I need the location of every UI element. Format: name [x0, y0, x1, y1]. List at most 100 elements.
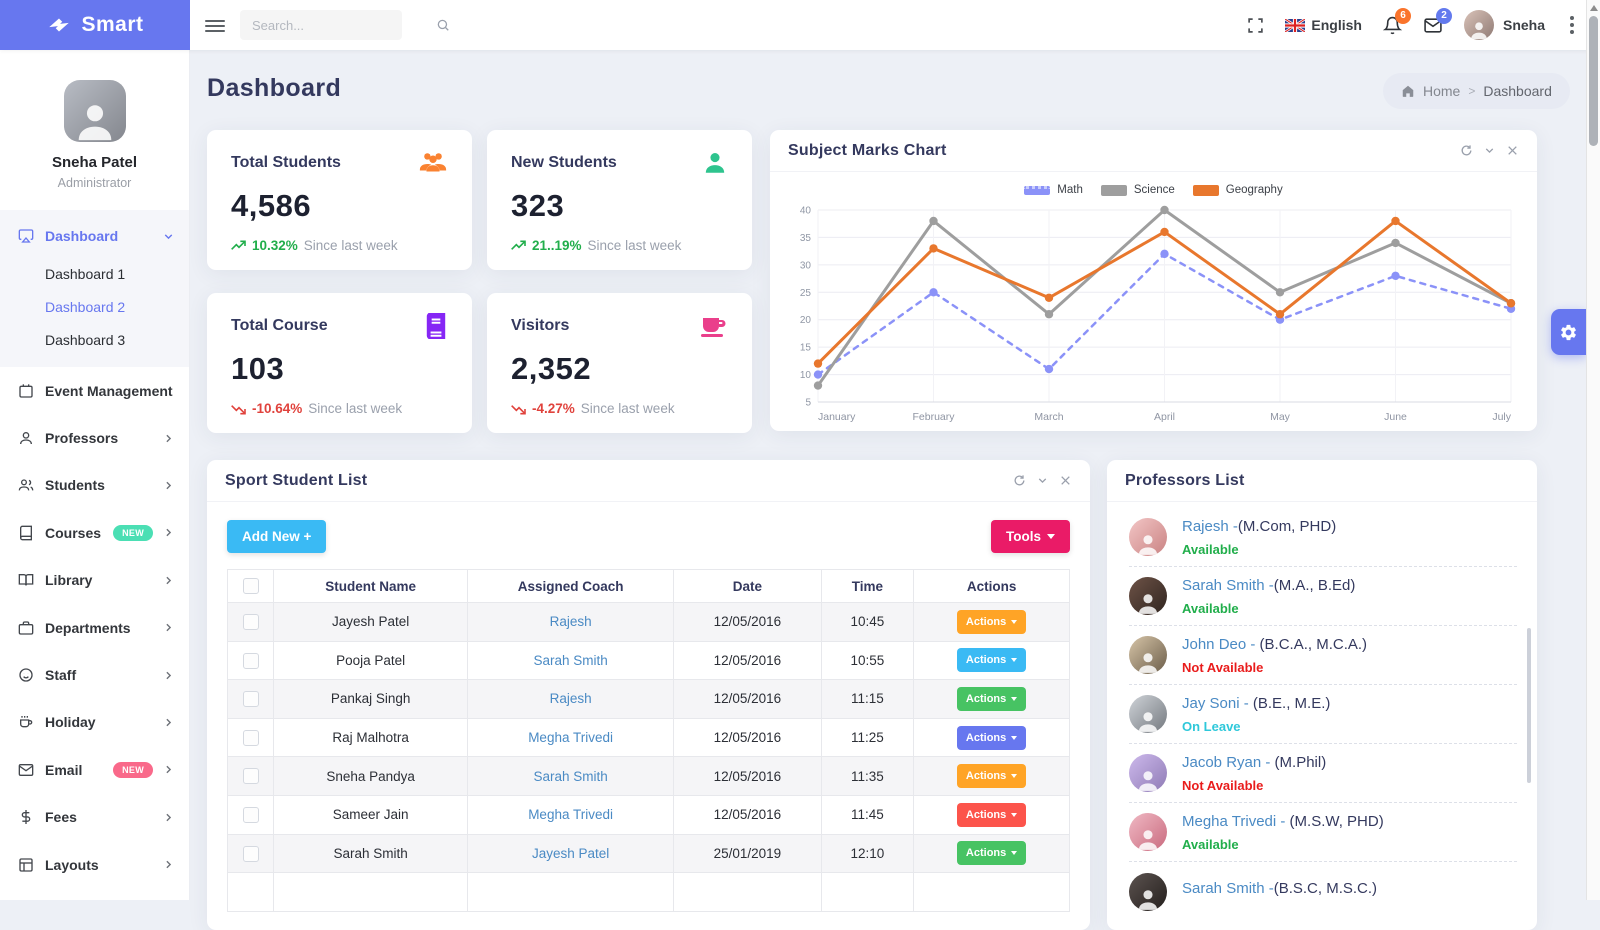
row-checkbox[interactable] [242, 768, 259, 785]
svg-text:May: May [1270, 411, 1291, 423]
sidebar-item-dashboard[interactable]: Dashboard [0, 214, 189, 258]
sidebar-item-staff[interactable]: Staff [0, 651, 189, 698]
date-cell: 25/01/2019 [673, 833, 822, 874]
breadcrumb: Home > Dashboard [1383, 73, 1570, 109]
time-cell: 11:25 [820, 717, 915, 758]
row-checkbox[interactable] [242, 806, 259, 823]
coach-link[interactable]: Sarah Smith [466, 756, 675, 796]
sidebar-item-dashboard-3[interactable]: Dashboard 3 [45, 332, 126, 348]
collapse-icon[interactable] [1483, 144, 1496, 157]
sidebar-item-library[interactable]: Library [0, 557, 189, 604]
sidebar-item-fees[interactable]: Fees [0, 794, 189, 841]
professor-name-link[interactable]: Sarah Smith - [1182, 576, 1274, 594]
actions-dropdown-button[interactable]: Actions [956, 648, 1027, 673]
professor-name-link[interactable]: Sarah Smith - [1182, 879, 1274, 897]
top-navbar: Smart English 6 2 Sneha [0, 0, 1600, 50]
coach-link[interactable]: Rajesh [466, 602, 675, 642]
professor-name-link[interactable]: Rajesh - [1182, 517, 1238, 535]
actions-dropdown-button[interactable]: Actions [956, 802, 1027, 827]
time-cell: 11:45 [820, 794, 915, 835]
sidebar-item-holiday[interactable]: Holiday [0, 699, 189, 746]
refresh-icon[interactable] [1460, 144, 1473, 157]
search-input[interactable] [240, 17, 436, 33]
sidebar-item-professors[interactable]: Professors [0, 414, 189, 461]
close-icon[interactable] [1506, 144, 1519, 157]
coach-link[interactable]: Megha Trivedi [466, 717, 675, 758]
coach-link[interactable]: Rajesh [466, 679, 675, 719]
add-new-button[interactable]: Add New + [227, 520, 327, 553]
cup-icon [698, 313, 728, 339]
breadcrumb-home-link[interactable]: Home [1423, 83, 1461, 99]
refresh-icon[interactable] [1013, 474, 1026, 487]
row-checkbox[interactable] [242, 614, 259, 631]
page-scrollbar[interactable] [1586, 0, 1600, 900]
sidebar-item-courses[interactable]: Courses NEW [0, 509, 189, 556]
column-header-date[interactable]: Date [673, 569, 822, 603]
professor-name-link[interactable]: John Deo - [1182, 635, 1260, 653]
sidebar-item-email[interactable]: Email NEW [0, 746, 189, 793]
language-selector[interactable]: English [1285, 17, 1362, 33]
close-icon[interactable] [1059, 474, 1072, 487]
actions-dropdown-button[interactable]: Actions [956, 841, 1027, 866]
more-options-kebab-icon[interactable] [1566, 12, 1578, 38]
table-row: Sameer Jain Megha Trivedi 12/05/2016 11:… [226, 794, 1070, 835]
column-header-actions[interactable]: Actions [913, 569, 1070, 603]
chevron-down-icon [1011, 696, 1018, 701]
user-avatar [1463, 10, 1494, 40]
row-checkbox[interactable] [242, 691, 259, 708]
select-all-checkbox[interactable] [242, 578, 259, 595]
card-title: Subject Marks Chart [788, 141, 947, 159]
coach-link[interactable]: Sarah Smith [466, 640, 675, 681]
professor-name-link[interactable]: Jacob Ryan - [1182, 753, 1275, 771]
sport-student-table: Student Name Assigned Coach Date Time Ac… [226, 569, 1070, 912]
collapse-icon[interactable] [1036, 474, 1049, 487]
geography-swatch [1192, 184, 1219, 196]
time-cell: 11:15 [820, 679, 915, 719]
sidebar-item-dashboard-1[interactable]: Dashboard 1 [45, 266, 126, 282]
row-checkbox[interactable] [242, 845, 259, 862]
column-header-time[interactable]: Time [820, 569, 915, 603]
user-menu[interactable]: Sneha [1463, 10, 1545, 40]
notifications-bell-icon[interactable]: 6 [1382, 7, 1411, 35]
legend-item-science[interactable]: Science [1100, 184, 1175, 196]
professor-qualification: (B.E., M.E.) [1252, 694, 1331, 712]
student-name-cell: Pankaj Singh [273, 679, 468, 719]
calendar-icon [18, 383, 35, 399]
coach-link[interactable]: Megha Trivedi [466, 794, 675, 835]
scroll-up-arrow-icon[interactable] [1590, 5, 1598, 11]
search-icon[interactable] [436, 18, 460, 32]
row-checkbox[interactable] [242, 652, 259, 669]
sidebar-item-departments[interactable]: Departments [0, 604, 189, 651]
sidebar-item-dashboard-2[interactable]: Dashboard 2 [45, 299, 126, 315]
settings-gear-button[interactable] [1551, 309, 1586, 355]
actions-dropdown-button[interactable]: Actions [956, 725, 1027, 750]
column-header-student-name[interactable]: Student Name [273, 569, 468, 603]
legend-item-geography[interactable]: Geography [1192, 184, 1283, 196]
fullscreen-icon[interactable] [1247, 17, 1264, 34]
tools-button[interactable]: Tools [991, 520, 1070, 553]
coach-link[interactable]: Jayesh Patel [466, 833, 675, 874]
scrollbar-thumb[interactable] [1589, 16, 1598, 146]
messages-mail-icon[interactable]: 2 [1423, 7, 1452, 35]
professor-name-link[interactable]: Jay Soni - [1182, 694, 1253, 712]
briefcase-icon [18, 620, 35, 636]
open-book-icon [18, 572, 35, 588]
legend-item-math[interactable]: Math [1024, 184, 1083, 196]
app-logo[interactable]: Smart [0, 0, 190, 50]
list-scrollbar[interactable] [1527, 628, 1531, 783]
actions-dropdown-button[interactable]: Actions [956, 609, 1027, 634]
column-header-assigned-coach[interactable]: Assigned Coach [466, 569, 675, 603]
row-checkbox[interactable] [242, 729, 259, 746]
actions-dropdown-button[interactable]: Actions [956, 764, 1027, 789]
card-title: Professors List [1125, 471, 1245, 489]
sidebar-item-event-management[interactable]: Event Management [0, 367, 189, 414]
chevron-down-icon [1011, 812, 1018, 817]
status-badge: Available [1182, 600, 1239, 616]
chart-legend: Math Science Geography [770, 184, 1537, 196]
professor-name-link[interactable]: Megha Trivedi - [1182, 812, 1290, 830]
sidebar-item-layouts[interactable]: Layouts [0, 841, 189, 888]
profile-photo [63, 80, 126, 142]
sidebar-toggle-button[interactable] [205, 17, 225, 35]
actions-dropdown-button[interactable]: Actions [956, 686, 1027, 711]
sidebar-item-students[interactable]: Students [0, 462, 189, 509]
